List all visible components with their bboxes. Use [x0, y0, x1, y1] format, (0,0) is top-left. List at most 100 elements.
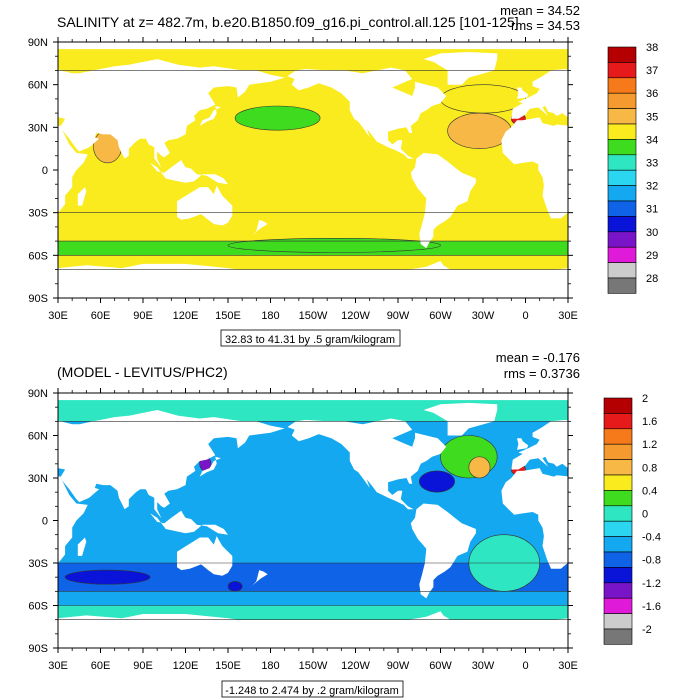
land-australia: [687, 186, 700, 226]
colorbar-swatch: [603, 520, 633, 537]
land-uk: [517, 87, 529, 99]
land-namerica: [287, 67, 447, 159]
salinity-panel: SALINITY at z= 482.7m, b.e20.B1850.f09_g…: [7, 3, 700, 347]
y-tick-label: 90S: [28, 293, 48, 305]
colorbar-label: 28: [646, 273, 658, 285]
x-tick-label: 30E: [48, 660, 68, 672]
x-tick-label: 150W: [299, 660, 328, 672]
x-tick-label: 150W: [299, 310, 328, 322]
colorbar-label: 35: [646, 111, 658, 123]
colorbar-label: 0.8: [642, 462, 657, 474]
land-japan: [199, 106, 221, 126]
land-australia: [687, 536, 700, 576]
land-uk: [517, 438, 529, 450]
x-tick-label: 120W: [341, 310, 370, 322]
land-eurasia: [511, 419, 568, 470]
contour-info: -1.248 to 2.474 by .2 gram/kilogram: [225, 685, 399, 697]
land-africa: [58, 476, 88, 563]
colorbar-swatch: [607, 200, 637, 217]
colorbar-swatch: [607, 62, 637, 79]
land-indonesia: [150, 160, 228, 185]
land-antarctica: [58, 263, 271, 298]
mean-label: mean = 34.52: [500, 3, 580, 18]
colorbar-swatch: [603, 613, 633, 630]
land-samerica: [410, 152, 476, 249]
land-indonesia: [150, 510, 228, 535]
y-axis: 90N 60N 30N 0 30S 60S 90S: [28, 37, 573, 305]
y-tick-label: 60N: [28, 431, 48, 443]
x-tick-label: 180: [261, 310, 279, 322]
land-newzealand: [252, 219, 268, 236]
land-madagascar: [77, 537, 87, 556]
colorbar-swatch: [603, 551, 633, 568]
colorbar-label: 1.2: [642, 439, 657, 451]
colorbar-label: -0.4: [642, 532, 661, 544]
x-tick-label: 120E: [173, 660, 199, 672]
panel-title: (MODEL - LEVITUS/PHC2): [57, 364, 228, 380]
colorbar-label: 1.6: [642, 416, 657, 428]
colorbar-label: 32: [646, 181, 658, 193]
x-tick-label: 60W: [429, 310, 452, 322]
land-australia: [177, 536, 233, 576]
land-indonesia: [660, 511, 700, 535]
x-tick-label: 60W: [429, 660, 452, 672]
colorbar-swatch: [603, 567, 633, 584]
y-tick-label: 30S: [28, 208, 48, 220]
contour-info-box: [221, 680, 404, 698]
land-antarctica: [270, 611, 568, 631]
colorbar-swatch: [603, 490, 633, 507]
colorbar-swatch: [603, 582, 633, 599]
rms-label: rms = 0.3736: [504, 366, 580, 381]
y-tick-label: 60N: [28, 80, 48, 92]
land-madagascar: [77, 187, 87, 206]
land-antarctica: [58, 614, 271, 648]
colorbar-label: 38: [646, 42, 658, 54]
colorbar-swatch: [607, 262, 637, 279]
land-eurasia: [511, 69, 568, 119]
x-tick-label: 90E: [133, 310, 153, 322]
feature-tasman-patch: [227, 581, 243, 592]
difference-panel: (MODEL - LEVITUS/PHC2) mean = -0.176 rms…: [28, 350, 700, 698]
y-tick-label: 60S: [28, 601, 48, 613]
y-tick-label: 0: [42, 516, 48, 528]
colorbar-swatch: [603, 397, 633, 414]
feature-north-pacific-tongue: [234, 105, 321, 131]
land-africa: [501, 117, 568, 219]
feature-north-atlantic-low: [418, 470, 455, 493]
land-australia: [177, 185, 233, 226]
land-uk: [7, 88, 18, 99]
x-tick-label: 30W: [472, 660, 495, 672]
y-tick-label: 30S: [28, 558, 48, 570]
feature-south-indian-low: [64, 569, 151, 585]
x-tick-label: 30E: [558, 310, 578, 322]
contour-info: 32.83 to 41.31 by .5 gram/kilogram: [225, 334, 395, 346]
colorbar-swatch: [603, 443, 633, 460]
land-newzealand: [252, 570, 268, 586]
x-tick-label: 60E: [91, 310, 111, 322]
feature-north-atlantic-mid: [440, 84, 526, 114]
colorbar-swatch: [603, 474, 633, 491]
x-tick-label: 60E: [91, 660, 111, 672]
colorbar-swatch: [607, 46, 637, 63]
y-tick-label: 60S: [28, 250, 48, 262]
land-eurasia: [58, 410, 285, 519]
y-axis: 90N 60N 30N 0 30S 60S 90S: [28, 388, 573, 655]
colorbar-label: -1.2: [642, 578, 661, 590]
colorbar-swatch: [607, 92, 637, 109]
land-africa: [58, 125, 88, 213]
contour-lines: [58, 421, 568, 620]
colorbar-label: 31: [646, 204, 658, 216]
colorbar: 2 1.6 1.2 0.8 0.4 0 -0.4 -0.8 -1.2 -1.6 -2: [603, 393, 661, 645]
colorbar-swatch: [607, 246, 637, 263]
y-tick-label: 0: [42, 165, 48, 177]
colorbar-swatch: [607, 123, 637, 140]
colorbar-label: -2: [642, 624, 652, 636]
x-tick-label: 120E: [173, 310, 199, 322]
colorbar-swatch: [607, 169, 637, 186]
mean-label: mean = -0.176: [496, 350, 580, 365]
colorbar-swatch: [607, 185, 637, 202]
x-tick-label: 90E: [133, 660, 153, 672]
x-tick-label: 180: [261, 660, 279, 672]
x-tick-label: 120W: [341, 660, 370, 672]
